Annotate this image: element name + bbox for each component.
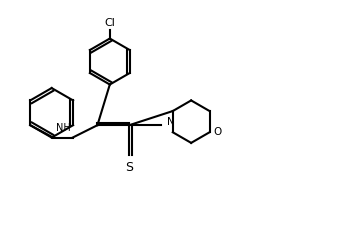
Text: O: O <box>213 127 221 137</box>
Text: N: N <box>167 117 175 127</box>
Text: S: S <box>125 161 133 174</box>
Text: NH: NH <box>55 123 70 133</box>
Text: Cl: Cl <box>105 18 115 28</box>
